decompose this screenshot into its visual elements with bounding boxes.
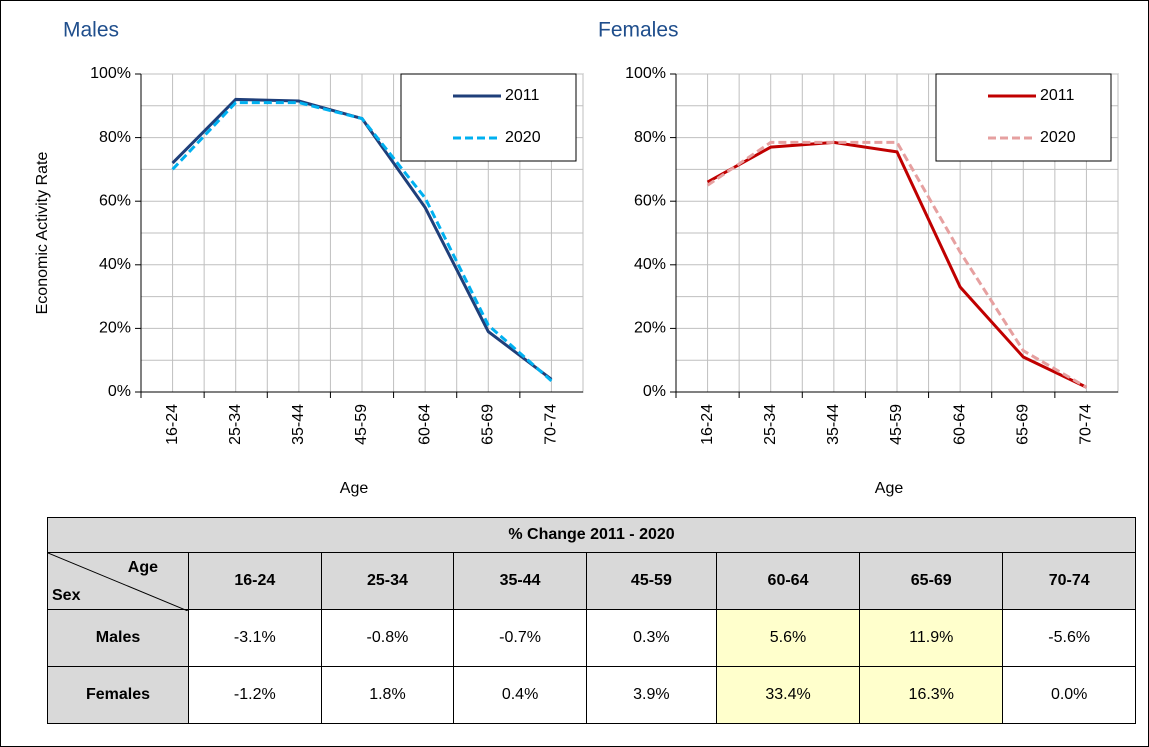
legend-label: 2020: [1040, 129, 1076, 146]
corner-diagonal: [48, 553, 188, 611]
row-header: Females: [47, 666, 189, 724]
y-tick-label: 100%: [90, 65, 131, 82]
corner-bottom: Sex: [52, 587, 81, 604]
y-tick-label: 60%: [634, 192, 666, 209]
chart-title: Males: [63, 19, 119, 42]
x-tick-label: 25-34: [762, 404, 779, 445]
y-tick-label: 80%: [99, 129, 131, 146]
legend-label: 2011: [505, 87, 540, 104]
y-tick-label: 80%: [634, 129, 666, 146]
x-tick-label: 70-74: [1078, 404, 1095, 445]
table-cell: 33.4%: [715, 666, 861, 724]
y-tick-label: 0%: [643, 383, 666, 400]
y-tick-label: 40%: [634, 256, 666, 273]
x-axis-label: Age: [875, 480, 904, 497]
legend-label: 2020: [505, 129, 541, 146]
row-header: Males: [47, 609, 189, 667]
x-tick-label: 25-34: [227, 404, 244, 445]
x-tick-label: 70-74: [543, 404, 560, 445]
table-cell: 1.8%: [320, 666, 455, 724]
chart-title: Females: [598, 19, 679, 42]
y-tick-label: 20%: [634, 320, 666, 337]
column-header: 70-74: [1002, 552, 1136, 610]
series-line: [706, 140, 1088, 389]
x-tick-label: 45-59: [353, 404, 370, 445]
column-header: 16-24: [188, 552, 322, 610]
y-tick-label: 100%: [625, 65, 666, 82]
change-table: % Change 2011 - 2020 Age Sex 16-24 25-34 3…: [47, 517, 1136, 724]
column-header: 45-59: [585, 552, 717, 610]
table-title: % Change 2011 - 2020: [47, 517, 1136, 553]
table-cell: -5.6%: [1002, 609, 1136, 667]
x-tick-label: 65-69: [1015, 404, 1032, 445]
x-axis-label: Age: [340, 480, 369, 497]
series-line: [706, 140, 1088, 389]
column-header: 65-69: [859, 552, 1004, 610]
y-axis-label: Economic Activity Rate: [34, 152, 51, 315]
y-tick-label: 20%: [99, 320, 131, 337]
table-cell: -1.2%: [188, 666, 322, 724]
table-cell: 0.4%: [453, 666, 587, 724]
table-cell: 0.0%: [1002, 666, 1136, 724]
x-tick-label: 65-69: [480, 404, 497, 445]
table-cell: 16.3%: [859, 666, 1004, 724]
y-tick-label: 0%: [108, 383, 131, 400]
table-cell: 11.9%: [859, 609, 1004, 667]
legend-label: 2011: [1040, 87, 1075, 104]
x-tick-label: 45-59: [888, 404, 905, 445]
y-tick-label: 60%: [99, 192, 131, 209]
corner-cell: Age Sex: [47, 552, 189, 611]
x-tick-label: 35-44: [825, 404, 842, 445]
column-header: 60-64: [715, 552, 861, 610]
series-line: [171, 101, 553, 382]
x-tick-label: 16-24: [164, 404, 181, 445]
legend-box: [935, 73, 1112, 162]
chart: 0% 20% 40% 60% 80% 100% 16-24 25-34 35-44 45-59 60…: [34, 19, 1119, 497]
table-cell: -0.8%: [320, 609, 455, 667]
legend-box: [400, 73, 577, 162]
y-tick-label: 40%: [99, 256, 131, 273]
table-cell: 0.3%: [585, 609, 717, 667]
column-header: 25-34: [320, 552, 455, 610]
x-tick-label: 60-64: [951, 404, 968, 445]
x-tick-label: 35-44: [290, 404, 307, 445]
table-cell: 5.6%: [715, 609, 861, 667]
table-cell: 3.9%: [585, 666, 717, 724]
x-tick-label: 60-64: [416, 404, 433, 445]
corner-top: Age: [127, 559, 158, 576]
column-header: 35-44: [453, 552, 587, 610]
table-cell: -3.1%: [188, 609, 322, 667]
x-tick-label: 16-24: [699, 404, 716, 445]
table-cell: -0.7%: [453, 609, 587, 667]
